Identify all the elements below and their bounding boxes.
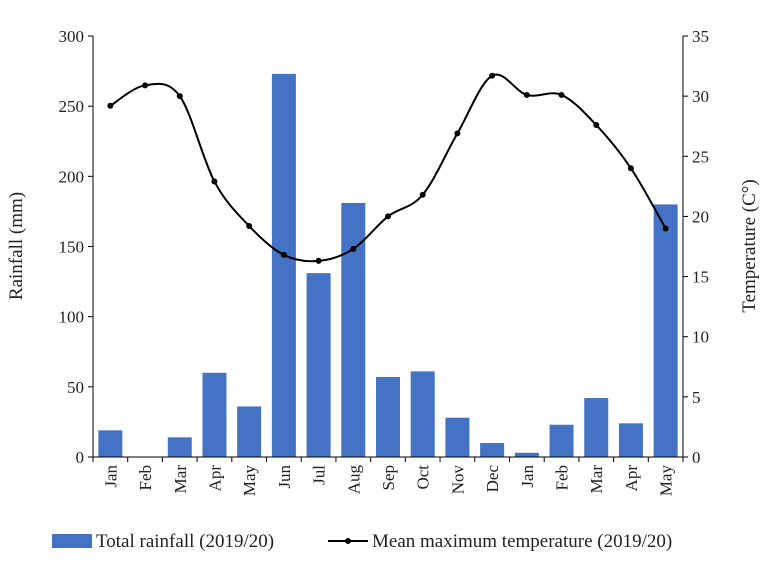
temperature-point-9 [419, 191, 426, 198]
y-left-tick-label-1: 50 [67, 378, 84, 397]
y-left-tick-label-3: 150 [59, 238, 85, 257]
temperature-point-2 [176, 93, 183, 100]
temperature-point-3 [211, 178, 218, 185]
rainfall-bar-15 [618, 423, 643, 457]
x-tick-label-5: Jun [275, 465, 294, 489]
temperature-point-15 [627, 165, 634, 172]
y-right-tick-label-4: 20 [692, 207, 709, 226]
rainfall-bar-6 [306, 273, 331, 457]
temperature-point-8 [385, 213, 391, 220]
x-tick-label-3: Apr [205, 465, 224, 492]
x-tick-label-11: Dec [483, 465, 502, 493]
x-tick-label-8: Sep [379, 465, 398, 491]
temperature-point-13 [558, 91, 565, 98]
y-right-tick-label-5: 25 [692, 147, 709, 166]
legend-rainfall-label: Total rainfall (2019/20) [96, 531, 274, 552]
rainfall-bar-7 [341, 203, 366, 457]
y-right-tick-label-0: 0 [692, 448, 701, 467]
y-left-tick-label-5: 250 [59, 97, 85, 116]
x-tick-label-0: Jan [101, 465, 120, 488]
y-right-tick-label-2: 10 [692, 328, 709, 347]
x-tick-label-13: Feb [553, 465, 572, 491]
y-left-tick-label-0: 0 [76, 448, 85, 467]
x-tick-label-15: Apr [622, 465, 641, 492]
rainfall-bar-0 [98, 430, 123, 457]
rainfall-bar-12 [514, 452, 539, 457]
tick-labels: 0 50 100 150 200 250 300 0 5 10 15 20 25 30 35 Jan Feb Ma… [59, 27, 710, 496]
x-tick-label-4: May [240, 465, 259, 497]
y-right-tick-label-7: 35 [692, 27, 709, 46]
temperature-point-12 [523, 91, 530, 98]
rainfall-bar-4 [237, 406, 262, 457]
rainfall-bar-2 [167, 437, 192, 457]
y-right-tick-label-3: 15 [692, 268, 709, 287]
x-tick-label-1: Feb [136, 465, 155, 491]
x-tick-label-2: Mar [171, 465, 190, 494]
rainfall-bar-10 [445, 417, 470, 457]
y-left-tick-label-2: 100 [59, 308, 85, 327]
temperature-line [107, 72, 669, 264]
x-tick-label-6: Jul [310, 465, 329, 485]
y-left-tick-label-6: 300 [59, 27, 85, 46]
temperature-point-1 [142, 82, 149, 89]
x-tick-label-12: Jan [518, 465, 537, 488]
rainfall-bar-8 [376, 377, 400, 457]
x-tick-label-7: Aug [344, 465, 363, 495]
x-tick-label-16: May [657, 465, 676, 497]
rainfall-bar-9 [410, 371, 435, 457]
rainfall-bar-16 [653, 204, 678, 457]
x-tick-label-10: Nov [448, 465, 467, 495]
temperature-line-path [109, 73, 667, 263]
temperature-point-11 [489, 72, 496, 79]
axes [88, 35, 688, 462]
x-tick-label-9: Oct [414, 465, 433, 490]
y-left-tick-label-4: 200 [59, 167, 85, 186]
y-axis-left-title: Rainfall (mm) [6, 192, 27, 300]
rainfall-bar-14 [584, 398, 609, 457]
legend-temperature-label: Mean maximum temperature (2019/20) [372, 531, 672, 552]
legend: Total rainfall (2019/20) Mean maximum te… [52, 531, 672, 552]
y-right-tick-label-6: 30 [692, 87, 709, 106]
rainfall-bar-5 [271, 73, 296, 457]
temperature-point-0 [107, 102, 114, 109]
temperature-point-14 [593, 122, 600, 129]
rainfall-bars [98, 73, 678, 457]
legend-temperature-marker [345, 538, 351, 544]
rainfall-bar-3 [202, 372, 227, 457]
temperature-point-4 [246, 223, 253, 230]
temperature-point-5 [280, 251, 287, 258]
y-right-tick-label-1: 5 [692, 388, 701, 407]
x-tick-label-14: Mar [587, 465, 606, 494]
rainfall-bar-13 [549, 424, 574, 457]
temperature-point-6 [315, 257, 322, 264]
rainfall-bar-11 [480, 442, 505, 457]
temperature-point-10 [454, 130, 461, 137]
y-axis-right-title: Temperature (C°) [739, 179, 760, 312]
legend-rainfall-swatch [52, 534, 92, 548]
temperature-point-7 [350, 245, 357, 252]
temperature-point-16 [662, 225, 669, 232]
